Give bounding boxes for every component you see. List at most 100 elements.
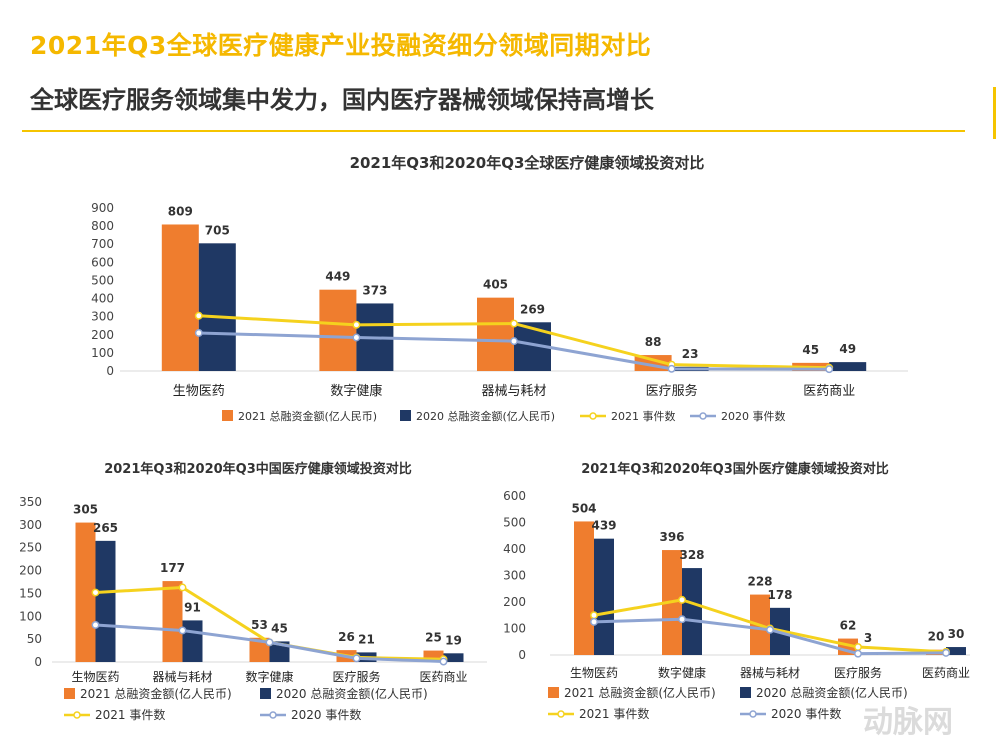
page-title: 2021年Q3全球医疗健康产业投融资细分领域同期对比 (30, 31, 652, 60)
category-label: 医药商业 (419, 669, 467, 684)
y-tick-label: 50 (27, 632, 42, 646)
line-point (265, 638, 274, 647)
bar-value-label: 439 (591, 519, 616, 533)
bar-2020 (594, 538, 614, 655)
bar-value-label: 88 (645, 335, 662, 349)
bar-value-label: 45 (802, 343, 819, 357)
accent-bar (993, 87, 996, 139)
category-label: 数字健康 (658, 665, 706, 680)
legend-swatch-marker (589, 412, 597, 420)
bar-2020 (829, 362, 867, 371)
category-label: 器械与耗材 (481, 384, 546, 399)
bar-2021 (162, 581, 183, 662)
line-point (439, 657, 448, 666)
bar-value-label: 228 (747, 575, 772, 589)
legend-label: 2021 总融资金额(亿人民币) (80, 686, 232, 701)
y-tick-label: 200 (19, 564, 42, 578)
bar-2020 (95, 540, 116, 662)
bar-value-label: 449 (325, 270, 350, 284)
legend-label: 2021 总融资金额(亿人民币) (564, 685, 716, 700)
y-tick-label: 300 (503, 569, 526, 583)
legend-swatch-marker (557, 710, 565, 718)
bar-value-label: 25 (425, 631, 442, 645)
bar-2020 (682, 568, 702, 655)
y-tick-label: 150 (19, 586, 42, 600)
legend-swatch-marker (73, 711, 81, 719)
bar-2021 (477, 297, 514, 371)
bar-2021 (161, 224, 199, 371)
y-tick-label: 100 (19, 609, 42, 623)
bar-2020 (182, 620, 203, 662)
category-label: 器械与耗材 (152, 669, 212, 684)
line-point (178, 583, 187, 592)
bar-value-label: 178 (767, 588, 792, 602)
line-point (854, 643, 862, 652)
bar-value-label: 20 (928, 630, 945, 644)
chart-title: 2021年Q3和2020年Q3中国医疗健康领域投资对比 (104, 461, 412, 477)
y-tick-label: 200 (503, 595, 526, 609)
y-tick-label: 350 (19, 495, 42, 509)
line-point (942, 648, 950, 657)
bar-value-label: 53 (251, 618, 268, 632)
legend-label: 2021 事件数 (611, 410, 676, 423)
chart-title: 2021年Q3和2020年Q3全球医疗健康领域投资对比 (350, 154, 705, 172)
line-point (352, 333, 361, 342)
legend-swatch-bar (400, 410, 411, 421)
overseas-investment-chart: 2021年Q3和2020年Q3国外医疗健康领域投资对比 0 100 200 300 400… (503, 461, 970, 721)
chart-title: 2021年Q3和2020年Q3国外医疗健康领域投资对比 (581, 461, 889, 477)
y-tick-label: 500 (91, 273, 114, 287)
line-point (766, 625, 774, 634)
bar-2021 (249, 637, 270, 662)
bar-2021 (423, 650, 444, 662)
bar-value-label: 91 (184, 600, 201, 614)
legend-label: 2020 总融资金额(亿人民币) (276, 686, 428, 701)
line-point (590, 617, 598, 626)
line-point (854, 649, 862, 658)
category-label: 生物医药 (173, 384, 225, 399)
bar-value-label: 396 (659, 530, 684, 544)
bar-value-label: 705 (205, 223, 230, 237)
legend-label: 2020 事件数 (771, 706, 841, 721)
legend-label: 2021 总融资金额(亿人民币) (238, 409, 377, 423)
y-tick-label: 200 (91, 328, 114, 342)
legend-label: 2020 总融资金额(亿人民币) (756, 685, 908, 700)
line-point (91, 588, 100, 597)
global-investment-chart: 2021年Q3和2020年Q3全球医疗健康领域投资对比 0 100 200 300 400… (91, 154, 908, 423)
bar-2021 (574, 521, 594, 655)
y-tick-label: 0 (106, 364, 114, 378)
line-point (194, 311, 203, 320)
bar-value-label: 23 (682, 347, 699, 361)
category-label: 生物医药 (71, 670, 119, 684)
y-tick-label: 100 (503, 622, 526, 636)
category-label: 医疗服务 (834, 665, 882, 680)
y-tick-label: 600 (503, 489, 526, 503)
line-point (352, 654, 361, 663)
legend-swatch-bar (260, 688, 271, 699)
line-point (510, 319, 518, 328)
legend-swatch-bar (548, 687, 559, 698)
bar-value-label: 265 (93, 521, 118, 535)
bar-value-label: 373 (362, 283, 387, 297)
y-tick-label: 400 (91, 292, 114, 306)
line-point (678, 615, 686, 624)
china-investment-chart: 2021年Q3和2020年Q3中国医疗健康领域投资对比 0 50 100 150 200 2… (19, 461, 487, 722)
legend-swatch-bar (740, 687, 751, 698)
bar-2020 (198, 243, 236, 371)
line-point (178, 626, 187, 635)
y-tick-label: 0 (518, 648, 526, 662)
bar-value-label: 177 (160, 561, 185, 575)
legend-swatch-marker (699, 412, 707, 420)
page-subtitle: 全球医疗服务领域集中发力，国内医疗器械领域保持高增长 (30, 86, 654, 114)
y-tick-label: 300 (19, 518, 42, 532)
bar-2020 (946, 647, 966, 655)
legend-swatch-marker (269, 711, 277, 719)
category-label: 数字健康 (330, 383, 382, 399)
bar-value-label: 30 (948, 627, 965, 641)
category-label: 医药商业 (922, 665, 970, 680)
bar-value-label: 49 (839, 342, 856, 356)
legend-swatch-bar (222, 410, 233, 421)
bar-2021 (319, 289, 357, 371)
line-point (667, 364, 676, 373)
y-tick-label: 800 (91, 219, 114, 233)
line-point (194, 329, 203, 337)
